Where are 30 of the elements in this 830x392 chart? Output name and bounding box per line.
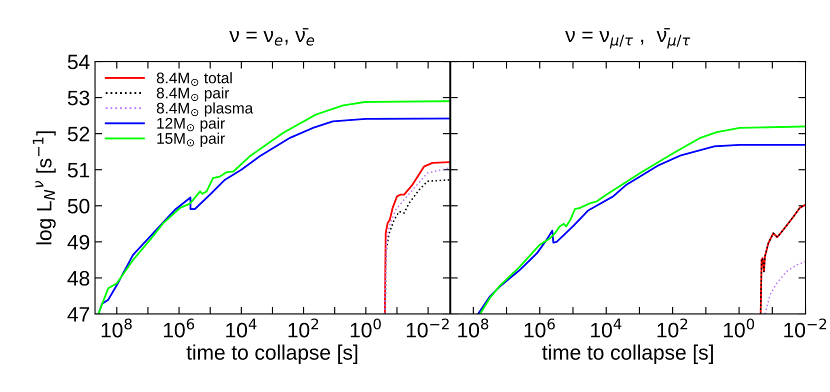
x-tick-label: 10$^{−2}$	[784, 318, 826, 338]
y-tick-label: 47	[67, 307, 90, 322]
x-tick-label: 10$^{6}$	[524, 318, 555, 338]
y-tick-label: 48	[67, 270, 90, 286]
legend-label: 15M$_{⊙}$ pair	[157, 132, 225, 147]
y-tick-label: 52	[68, 126, 90, 142]
x-axis-title: time to collapse [s]	[186, 344, 358, 364]
x-tick-label: 10$^{6}$	[164, 318, 194, 338]
x-tick-label: 10$^{8}$	[458, 318, 488, 338]
chart-title: ν = ν$_{e}$, ν̄$_{e}$	[229, 28, 314, 46]
chart-title: ν = ν$_{μ/τ}$ , ν̄$_{μ/τ}$	[565, 28, 690, 48]
x-tick-label: 10$^{8}$	[102, 318, 132, 338]
x-tick-label: 10$^{0}$	[724, 318, 754, 338]
x-tick-label: 10$^{2}$	[288, 318, 318, 338]
legend-label: 8.4M$_{⊙}$ pair	[156, 87, 230, 102]
x-tick-label: 10$^{0}$	[350, 318, 381, 338]
legend-label: 8.4M$_{⊙}$ plasma	[156, 102, 254, 117]
y-tick-label: 50	[68, 198, 90, 214]
y-tick-label: 51	[68, 162, 90, 178]
y-tick-label: 53	[68, 90, 90, 106]
y-tick-label: 54	[68, 54, 90, 70]
x-tick-label: 10$^{−2}$	[406, 318, 449, 338]
x-tick-label: 10$^{4}$	[226, 318, 256, 338]
y-tick-label: 49	[67, 234, 90, 250]
y-axis-title: log L$_{N}$$^{ν}$ [s$^{−1}$]	[32, 131, 56, 244]
x-axis-title: time to collapse [s]	[542, 344, 713, 364]
x-tick-label: 10$^{2}$	[658, 318, 688, 338]
legend-label: 8.4M$_{⊙}$ total	[156, 72, 232, 86]
legend-label: 12M$_{⊙}$ pair	[157, 117, 225, 132]
x-tick-label: 10$^{4}$	[591, 318, 622, 338]
